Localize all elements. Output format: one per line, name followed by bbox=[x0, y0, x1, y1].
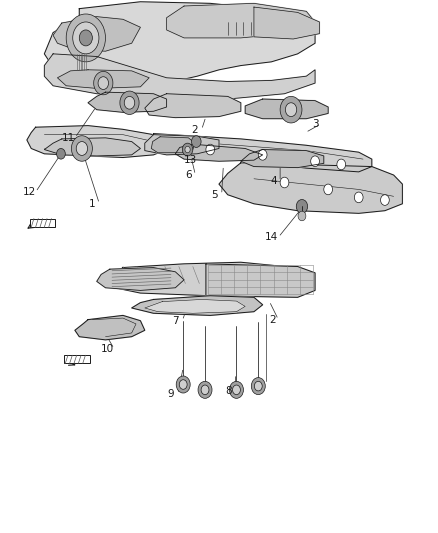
Circle shape bbox=[280, 177, 289, 188]
Circle shape bbox=[324, 184, 332, 195]
Polygon shape bbox=[145, 94, 241, 118]
Circle shape bbox=[179, 379, 187, 389]
Circle shape bbox=[191, 136, 201, 148]
FancyBboxPatch shape bbox=[30, 219, 55, 227]
Polygon shape bbox=[241, 150, 324, 167]
Circle shape bbox=[71, 136, 92, 161]
Polygon shape bbox=[166, 3, 315, 38]
Circle shape bbox=[258, 150, 267, 160]
Circle shape bbox=[354, 192, 363, 203]
Circle shape bbox=[57, 149, 65, 159]
Circle shape bbox=[230, 381, 244, 398]
Circle shape bbox=[286, 103, 297, 117]
Polygon shape bbox=[44, 2, 315, 87]
Text: 4: 4 bbox=[270, 176, 277, 187]
Circle shape bbox=[254, 381, 262, 391]
Circle shape bbox=[79, 30, 92, 46]
Circle shape bbox=[120, 91, 139, 115]
Polygon shape bbox=[206, 264, 315, 297]
Text: 11: 11 bbox=[62, 133, 75, 143]
Text: 13: 13 bbox=[184, 155, 197, 165]
Text: 2: 2 bbox=[192, 125, 198, 135]
Polygon shape bbox=[132, 296, 263, 316]
Circle shape bbox=[280, 96, 302, 123]
Text: 10: 10 bbox=[101, 344, 114, 354]
Polygon shape bbox=[75, 316, 145, 340]
Circle shape bbox=[337, 159, 346, 169]
Polygon shape bbox=[145, 135, 219, 155]
FancyBboxPatch shape bbox=[64, 356, 90, 364]
Polygon shape bbox=[97, 268, 184, 290]
Polygon shape bbox=[175, 144, 263, 161]
Circle shape bbox=[182, 143, 193, 156]
Polygon shape bbox=[106, 262, 306, 296]
Polygon shape bbox=[44, 54, 315, 99]
Circle shape bbox=[176, 376, 190, 393]
Polygon shape bbox=[57, 70, 149, 88]
Text: 14: 14 bbox=[265, 232, 278, 243]
Circle shape bbox=[233, 385, 240, 394]
Text: 12: 12 bbox=[22, 187, 36, 197]
Circle shape bbox=[381, 195, 389, 205]
Polygon shape bbox=[145, 300, 245, 313]
Circle shape bbox=[206, 144, 215, 155]
Polygon shape bbox=[53, 17, 141, 51]
Circle shape bbox=[98, 77, 109, 90]
Polygon shape bbox=[88, 92, 166, 112]
Circle shape bbox=[185, 147, 190, 153]
Circle shape bbox=[311, 156, 319, 166]
Text: 5: 5 bbox=[211, 190, 218, 200]
Circle shape bbox=[251, 377, 265, 394]
Polygon shape bbox=[245, 99, 328, 119]
Circle shape bbox=[198, 381, 212, 398]
Circle shape bbox=[201, 385, 209, 394]
Text: 2: 2 bbox=[269, 314, 276, 325]
Polygon shape bbox=[44, 138, 141, 156]
Text: 1: 1 bbox=[89, 199, 95, 209]
Polygon shape bbox=[27, 126, 166, 158]
Circle shape bbox=[94, 71, 113, 95]
Circle shape bbox=[76, 142, 88, 156]
Polygon shape bbox=[151, 137, 195, 153]
Text: 7: 7 bbox=[172, 316, 179, 326]
Polygon shape bbox=[153, 134, 372, 172]
Text: 3: 3 bbox=[312, 119, 318, 129]
Circle shape bbox=[124, 96, 135, 109]
Polygon shape bbox=[254, 7, 319, 39]
Circle shape bbox=[298, 211, 306, 221]
Polygon shape bbox=[219, 163, 403, 213]
Text: 8: 8 bbox=[225, 386, 232, 397]
Circle shape bbox=[73, 22, 99, 54]
Text: 9: 9 bbox=[168, 389, 174, 399]
Circle shape bbox=[296, 199, 307, 213]
Circle shape bbox=[66, 14, 106, 62]
Text: 6: 6 bbox=[185, 170, 192, 180]
